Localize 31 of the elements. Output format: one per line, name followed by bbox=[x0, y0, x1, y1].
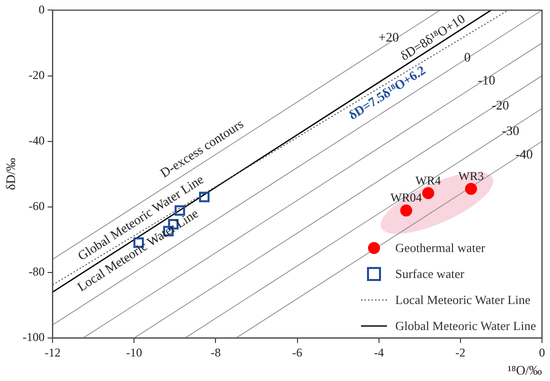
annotation: -10 bbox=[478, 72, 496, 88]
annotation: WR4 bbox=[416, 173, 441, 188]
annotation: -30 bbox=[502, 123, 520, 138]
x-axis-title: ¹⁸O/‰ bbox=[508, 362, 542, 378]
x-tick-label: -2 bbox=[455, 345, 466, 360]
x-tick-label: -12 bbox=[44, 345, 61, 360]
x-tick-label: -4 bbox=[374, 345, 384, 360]
annotation: +20 bbox=[378, 29, 399, 44]
legend-label: Global Meteoric Water Line bbox=[395, 318, 536, 335]
point bbox=[400, 204, 412, 216]
x-tick-label: -10 bbox=[126, 345, 142, 360]
point bbox=[465, 182, 478, 195]
y-tick-label: -100 bbox=[22, 330, 45, 344]
annotation: WR04 bbox=[390, 190, 422, 205]
x-tick-label: -6 bbox=[292, 345, 302, 360]
annotation: 0 bbox=[464, 49, 471, 64]
legend-label: Geothermal water bbox=[395, 240, 486, 257]
legend-label: Local Meteoric Water Line bbox=[395, 292, 530, 309]
annotation: -20 bbox=[492, 97, 510, 112]
y-tick-label: -40 bbox=[28, 133, 45, 148]
y-tick-label: 0 bbox=[38, 2, 45, 16]
legend-label: Surface water bbox=[395, 266, 464, 283]
point bbox=[422, 187, 434, 200]
x-tick-label: -8 bbox=[210, 345, 221, 360]
y-tick-label: -20 bbox=[28, 68, 45, 82]
y-tick-label: -80 bbox=[28, 264, 45, 279]
annotation: WR3 bbox=[458, 169, 484, 184]
y-tick-label: -60 bbox=[28, 199, 45, 214]
y-axis-title: δD/‰ bbox=[3, 158, 18, 190]
annotation: -40 bbox=[515, 146, 533, 162]
x-tick-label: 0 bbox=[539, 345, 545, 360]
